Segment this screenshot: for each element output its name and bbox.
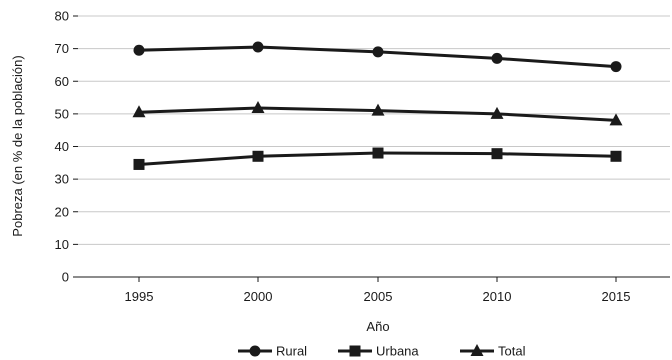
data-point-urbana bbox=[133, 158, 145, 170]
x-tick-label: 2005 bbox=[364, 289, 393, 304]
y-tick-label: 10 bbox=[55, 237, 69, 252]
data-point-total bbox=[371, 103, 385, 116]
legend-label-urbana: Urbana bbox=[376, 344, 419, 359]
x-axis-title: Año bbox=[366, 319, 389, 334]
series-urbana bbox=[133, 147, 622, 170]
x-tick-label: 2010 bbox=[483, 289, 512, 304]
y-tick-label: 40 bbox=[55, 139, 69, 154]
data-point-total bbox=[490, 106, 504, 119]
y-axis-title: Pobreza (en % de la población) bbox=[10, 55, 25, 236]
data-point-rural bbox=[491, 52, 503, 64]
series-group bbox=[132, 41, 623, 170]
y-tick-label: 80 bbox=[55, 9, 69, 24]
legend-marker-total bbox=[470, 344, 484, 356]
x-tick-label: 1995 bbox=[125, 289, 154, 304]
data-point-total bbox=[251, 101, 265, 114]
legend-marker-rural bbox=[249, 345, 261, 357]
data-point-urbana bbox=[491, 148, 503, 160]
x-tick-label: 2015 bbox=[602, 289, 631, 304]
legend-label-rural: Rural bbox=[276, 344, 307, 359]
series-rural bbox=[133, 41, 622, 73]
data-point-rural bbox=[252, 41, 264, 53]
legend-label-total: Total bbox=[498, 344, 526, 359]
legend-marker-urbana bbox=[349, 345, 361, 357]
data-point-total bbox=[609, 113, 623, 126]
legend-item-rural: Rural bbox=[238, 344, 307, 359]
y-tick-label: 50 bbox=[55, 106, 69, 121]
data-point-urbana bbox=[252, 150, 264, 162]
y-tick-label: 0 bbox=[62, 270, 69, 285]
data-point-total bbox=[132, 105, 146, 118]
y-tick-label: 60 bbox=[55, 74, 69, 89]
data-point-rural bbox=[372, 46, 384, 58]
data-point-urbana bbox=[610, 150, 622, 162]
legend-item-urbana: Urbana bbox=[338, 344, 419, 359]
legend-item-total: Total bbox=[460, 344, 526, 359]
y-tick-label: 70 bbox=[55, 41, 69, 56]
y-axis-ticks: 0 10 20 30 40 50 60 70 80 bbox=[55, 9, 78, 285]
y-tick-label: 20 bbox=[55, 204, 69, 219]
series-total bbox=[132, 101, 623, 126]
data-point-urbana bbox=[372, 147, 384, 159]
legend: Rural Urbana Total bbox=[238, 344, 526, 359]
data-point-rural bbox=[610, 61, 622, 73]
x-axis-ticks: 1995 2000 2005 2010 2015 bbox=[125, 277, 631, 304]
data-point-rural bbox=[133, 44, 145, 56]
x-tick-label: 2000 bbox=[244, 289, 273, 304]
y-tick-label: 30 bbox=[55, 172, 69, 187]
